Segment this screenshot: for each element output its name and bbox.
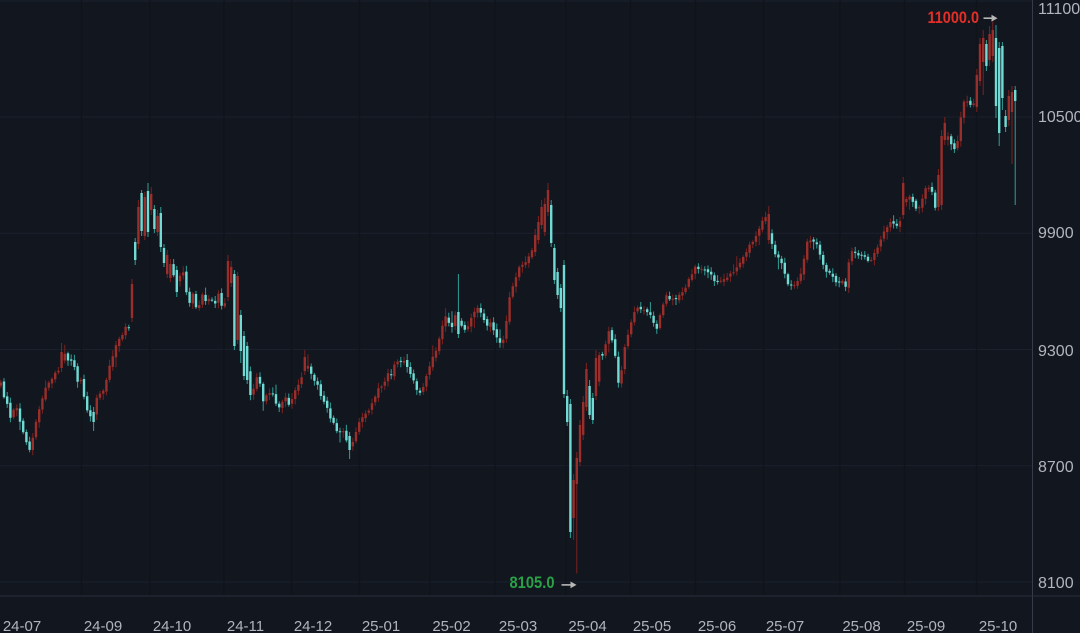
- svg-text:10500: 10500: [1038, 109, 1080, 126]
- svg-text:25-03: 25-03: [499, 618, 537, 633]
- svg-text:8105.0: 8105.0: [510, 573, 555, 592]
- svg-text:24-12: 24-12: [294, 618, 332, 633]
- svg-text:8100: 8100: [1038, 575, 1074, 592]
- svg-text:25-01: 25-01: [362, 618, 400, 633]
- svg-text:25-02: 25-02: [432, 618, 470, 633]
- svg-text:25-09: 25-09: [907, 618, 945, 633]
- svg-text:9900: 9900: [1038, 225, 1074, 242]
- svg-text:11100: 11100: [1038, 1, 1080, 18]
- svg-text:25-05: 25-05: [633, 618, 671, 633]
- svg-text:25-07: 25-07: [766, 618, 804, 633]
- svg-text:24-09: 24-09: [84, 618, 122, 633]
- svg-text:25-06: 25-06: [698, 618, 736, 633]
- svg-text:11000.0: 11000.0: [928, 8, 980, 27]
- svg-text:24-11: 24-11: [227, 618, 264, 633]
- svg-text:9300: 9300: [1038, 343, 1074, 360]
- svg-text:25-04: 25-04: [568, 618, 606, 633]
- svg-text:8700: 8700: [1038, 459, 1074, 476]
- svg-text:24-07: 24-07: [3, 618, 41, 633]
- svg-text:25-10: 25-10: [979, 618, 1017, 633]
- svg-text:25-08: 25-08: [842, 618, 880, 633]
- svg-text:24-10: 24-10: [153, 618, 191, 633]
